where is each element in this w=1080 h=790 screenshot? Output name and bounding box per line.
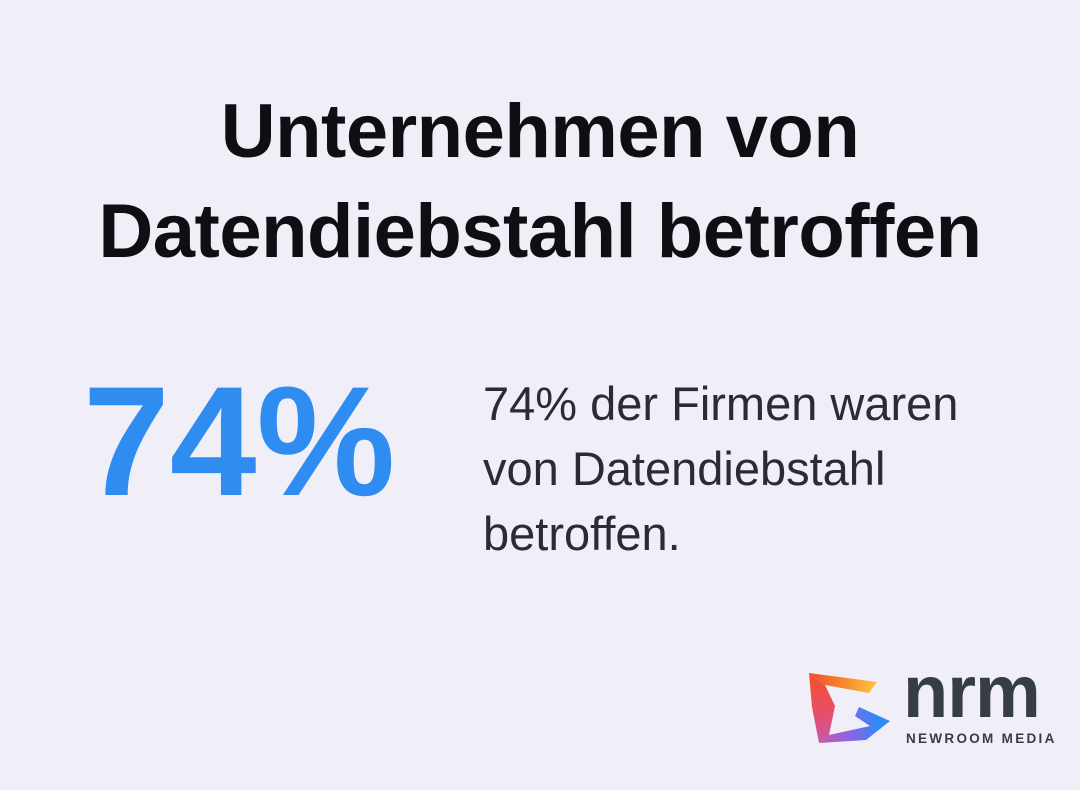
page-title: Unternehmen von Datendiebstahl betroffen (98, 89, 982, 274)
newroom-media-logo-mark-icon (809, 673, 890, 743)
logo-brand-text: nrm (903, 650, 1041, 733)
stat-value: 74% (83, 355, 396, 529)
logo-tagline-text: NEWROOM MEDIA (906, 731, 1057, 746)
stat-description: 74% der Firmen waren von Datendiebstahl … (483, 377, 959, 560)
